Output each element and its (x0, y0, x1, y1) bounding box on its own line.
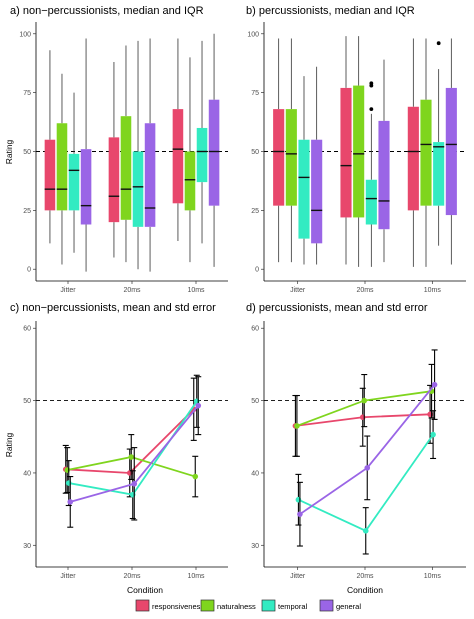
legend-swatch-general (319, 599, 334, 612)
panel-d: d) percussionists, mean and std error 30… (246, 302, 466, 580)
legend-label-naturalness: naturalness (217, 602, 256, 611)
panel-b-box-temporal (365, 179, 377, 225)
panel-b-box-naturalness (420, 99, 432, 206)
panel-b-box-naturalness (285, 109, 297, 206)
panel-a-plot: 0 25 50 75 100 Jitter 20ms 10ms (19, 22, 228, 294)
panel-a-box-naturalness (184, 151, 196, 211)
panel-a-box-naturalness (120, 116, 132, 220)
panel-b: b) percussionists, median and IQR 0 25 50 7… (246, 5, 466, 294)
panel-d-point-naturalness (361, 397, 368, 404)
panel-b-box-responsiveness (273, 109, 285, 206)
panel-a-xtick-label: Jitter (60, 287, 76, 294)
panel-c-xtick-label: Jitter (60, 573, 76, 580)
panel-b-ytick-label: 0 (255, 267, 259, 274)
panel-a-box-general (144, 123, 156, 227)
panel-d-xtick-label: Jitter (290, 573, 306, 580)
legend-label-general: general (336, 602, 361, 611)
panel-c-xtick-label: 20ms (123, 573, 141, 580)
panel-c-point-naturalness (128, 454, 135, 460)
panel-c-ylabel: Rating (4, 432, 14, 457)
panel-c-ytick-label: 60 (23, 326, 31, 333)
panel-a-box-naturalness (56, 123, 68, 211)
panel-b-box-temporal (298, 139, 310, 239)
panel-d-point-temporal (362, 528, 369, 534)
panel-b-xtick-label: Jitter (290, 287, 306, 294)
panel-b-xtick-label: 20ms (356, 287, 374, 294)
panel-c-ytick-label: 50 (23, 398, 31, 405)
panel-a-title: a) non−percussionists, median and IQR (10, 5, 204, 17)
legend-swatch-temporal (261, 599, 276, 612)
panel-a-ytick-label: 25 (23, 208, 31, 215)
panel-b-ytick-label: 25 (251, 208, 259, 215)
panel-c-point-naturalness (192, 473, 199, 480)
panel-c-xtick-label: 10ms (187, 573, 205, 580)
panel-b-ytick-label: 50 (251, 149, 259, 156)
panel-c-plot: 30 40 50 60 Jitter 20ms 10ms (23, 321, 228, 580)
panel-a-box-responsiveness (172, 109, 184, 204)
panel-c-point-general (67, 499, 74, 505)
panel-b-box-responsiveness (407, 106, 419, 211)
panel-d-point-general (364, 465, 371, 471)
panel-b-box-temporal (433, 142, 445, 206)
x-axis-title: Condition (127, 585, 163, 595)
panel-a-ylabel: Rating (4, 139, 14, 164)
legend-label-responsiveness: responsiveness (152, 602, 204, 611)
panel-a-ytick-label: 100 (19, 31, 31, 38)
panel-d-ytick-label: 50 (251, 398, 259, 405)
panel-a-ytick-label: 0 (27, 267, 31, 274)
panel-d-point-naturalness (294, 423, 300, 429)
panel-a: a) non−percussionists, median and IQR Ra… (4, 5, 228, 294)
panel-b-outlier (436, 41, 441, 46)
panel-d-point-general (431, 381, 438, 388)
panel-d-plot: 30 40 50 60 Jitter 20ms 10ms (251, 321, 466, 580)
panel-b-outlier (369, 107, 374, 112)
panel-a-box-responsiveness (44, 139, 56, 211)
legend-label-temporal: temporal (278, 602, 308, 611)
panel-d-ytick-label: 30 (251, 543, 259, 550)
panel-c-ytick-label: 30 (23, 543, 31, 550)
panel-d-point-temporal (430, 431, 436, 438)
panel-a-ytick-label: 50 (23, 149, 31, 156)
panel-c-title: c) non−percussionists, mean and std erro… (10, 302, 216, 314)
panel-b-outlier (369, 81, 374, 86)
panel-d-xtick-label: 10ms (424, 573, 442, 580)
panel-d-xtick-label: 20ms (356, 573, 374, 580)
panel-a-box-temporal (196, 127, 208, 183)
panel-d-ytick-label: 60 (251, 326, 259, 333)
panel-b-box-general (445, 87, 457, 216)
panel-b-box-general (311, 139, 323, 244)
panel-b-box-naturalness (353, 85, 365, 218)
panel-a-ytick-label: 75 (23, 90, 31, 97)
legend: responsiveness naturalness temporal general (135, 599, 361, 612)
legend-swatch-responsiveness (135, 599, 150, 612)
panel-a-box-temporal (68, 153, 80, 211)
panel-b-box-general (378, 120, 390, 230)
panel-a-xtick-label: 10ms (187, 287, 205, 294)
panel-c-point-general (195, 402, 202, 409)
panel-b-ytick-label: 75 (251, 90, 259, 97)
panel-b-box-responsiveness (340, 87, 352, 218)
legend-swatch-naturalness (200, 599, 215, 612)
panel-a-box-general (80, 149, 92, 225)
panel-d-ytick-label: 40 (251, 470, 259, 477)
panel-a-xtick-label: 20ms (123, 287, 141, 294)
panel-b-ytick-label: 100 (247, 31, 259, 38)
panel-a-box-temporal (132, 151, 144, 227)
panel-b-plot: 0 25 50 75 100 Jitter 20ms 10ms (247, 22, 466, 294)
panel-a-box-general (208, 99, 220, 206)
x-axis-title-d: Condition (347, 585, 383, 595)
panel-d-point-general (297, 511, 303, 517)
panel-c-ytick-label: 40 (23, 470, 31, 477)
panel-d-title: d) percussionists, mean and std error (246, 302, 428, 314)
panel-c: c) non−percussionists, mean and std erro… (4, 302, 228, 580)
panel-b-title: b) percussionists, median and IQR (246, 5, 415, 17)
panel-b-xtick-label: 10ms (424, 287, 442, 294)
panel-a-box-responsiveness (108, 137, 120, 223)
panel-c-point-general (131, 480, 138, 487)
